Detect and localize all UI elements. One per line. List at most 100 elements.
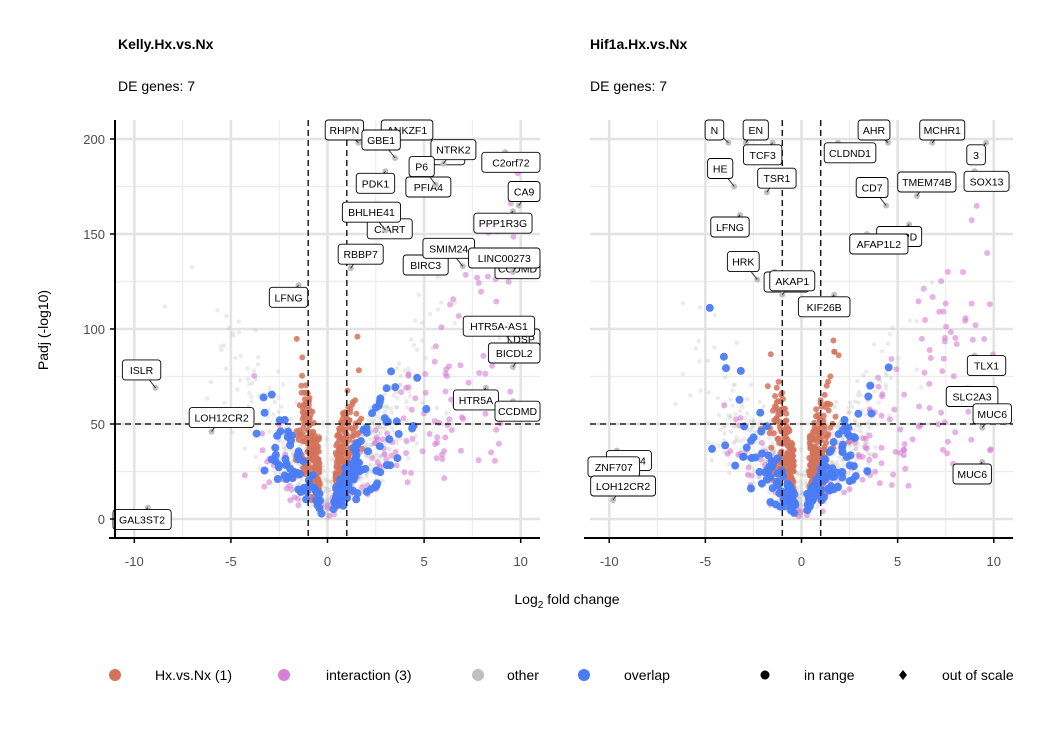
data-point <box>855 379 860 384</box>
data-point <box>313 449 320 456</box>
data-point <box>435 275 440 280</box>
data-point <box>371 417 376 423</box>
data-point <box>325 495 331 501</box>
data-point <box>849 462 858 471</box>
data-point <box>705 420 710 425</box>
data-point <box>313 438 320 445</box>
data-point <box>829 460 835 465</box>
data-point <box>812 476 821 485</box>
data-point <box>309 433 316 440</box>
gene-label: AFAP1L2 <box>857 239 902 251</box>
data-point <box>852 399 858 404</box>
data-point <box>742 443 751 452</box>
data-point <box>249 394 254 400</box>
data-point <box>693 346 698 351</box>
gene-label: GAL3ST2 <box>119 515 165 527</box>
data-point <box>322 477 328 482</box>
data-point <box>952 429 959 436</box>
data-point <box>334 463 341 470</box>
data-point <box>389 425 394 430</box>
data-point <box>394 404 399 410</box>
data-point <box>218 344 223 349</box>
data-point <box>901 441 908 448</box>
data-point <box>863 440 868 446</box>
data-point <box>821 443 828 450</box>
data-point <box>474 274 481 281</box>
data-point <box>858 392 864 398</box>
data-point <box>855 393 860 398</box>
data-point <box>926 347 933 353</box>
data-point <box>768 444 775 451</box>
data-point <box>381 451 388 458</box>
gene-label: HTR5A <box>459 395 493 407</box>
data-point <box>731 440 737 445</box>
data-point <box>224 313 229 319</box>
data-point <box>287 436 295 445</box>
data-point <box>728 429 734 434</box>
legend-shape-circle <box>760 670 770 680</box>
gene-label-box <box>857 119 891 141</box>
data-point <box>730 403 735 408</box>
data-point <box>962 315 969 322</box>
data-point <box>859 453 866 460</box>
data-point <box>387 367 396 376</box>
data-point <box>796 472 801 477</box>
data-point <box>439 456 446 463</box>
data-point <box>301 415 308 422</box>
data-point <box>796 495 801 501</box>
data-point <box>488 449 495 456</box>
data-point <box>745 464 752 471</box>
data-point <box>276 369 281 374</box>
data-point <box>321 468 326 473</box>
data-point <box>373 479 382 488</box>
data-point <box>860 435 866 442</box>
data-point <box>409 422 418 430</box>
data-point <box>434 434 441 441</box>
data-point <box>313 496 321 505</box>
data-point <box>302 471 309 477</box>
point-cloud <box>673 182 996 520</box>
data-point <box>505 278 512 285</box>
data-point <box>859 429 864 435</box>
data-point <box>259 430 266 437</box>
data-point <box>836 463 841 469</box>
data-point <box>900 452 907 459</box>
data-point <box>241 472 248 479</box>
data-point <box>325 505 331 512</box>
data-point <box>718 427 723 432</box>
data-point <box>731 423 736 429</box>
data-point <box>236 330 242 335</box>
data-point <box>295 436 302 443</box>
panel-title: Kelly.Hx.vs.Nx <box>118 36 214 52</box>
gene-label-box <box>361 129 401 151</box>
legend-label: out of scale <box>942 667 1014 683</box>
data-point <box>310 428 317 435</box>
gene-label: LFNG <box>716 222 744 234</box>
data-point <box>385 406 390 411</box>
data-point <box>866 381 875 390</box>
gene-labels: NENTCF3CLDND1AHRMCHR13SOX13CD7TMEM74BCEB… <box>587 119 1012 503</box>
data-point <box>774 436 781 443</box>
data-point <box>394 430 403 438</box>
data-point <box>942 300 949 307</box>
data-point <box>813 432 820 439</box>
data-point <box>409 436 416 442</box>
gene-label-box <box>757 167 797 189</box>
data-point <box>848 475 857 484</box>
gene-label: BHLHE41 <box>348 207 395 219</box>
data-point <box>847 400 852 405</box>
gene-label: C2orf72 <box>492 157 530 169</box>
data-point <box>737 415 744 421</box>
data-point <box>880 349 885 354</box>
data-point <box>856 428 862 433</box>
data-point <box>831 348 838 355</box>
data-point <box>856 400 861 405</box>
data-point <box>764 383 771 390</box>
gene-label: PDK1 <box>362 178 390 190</box>
data-point <box>377 424 383 429</box>
legend-label: Hx.vs.Nx (1) <box>155 667 232 683</box>
gene-label: RHPN <box>330 125 360 137</box>
data-point <box>465 379 472 386</box>
gene-label-box <box>919 119 966 141</box>
